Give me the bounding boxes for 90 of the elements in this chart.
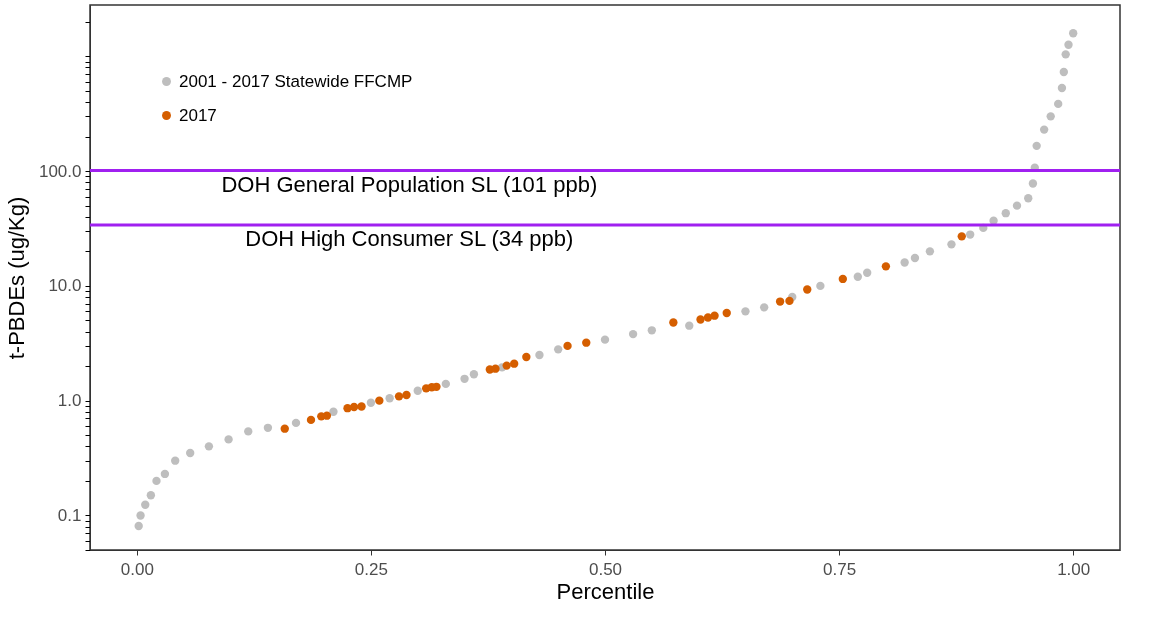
point bbox=[910, 253, 920, 263]
point bbox=[785, 296, 794, 306]
y-axis-title: t-PBDEs (ug/Kg) bbox=[3, 196, 29, 360]
y-tick-label: 10.0 bbox=[48, 276, 82, 296]
point bbox=[134, 521, 143, 531]
x-tick-label: 1.00 bbox=[1057, 559, 1091, 579]
point bbox=[204, 442, 214, 451]
point bbox=[816, 281, 825, 291]
point bbox=[1024, 194, 1033, 203]
x-tick-label: 0.25 bbox=[354, 559, 388, 579]
point bbox=[141, 500, 150, 509]
point bbox=[554, 345, 563, 354]
y-tick-label: 100.0 bbox=[38, 161, 82, 181]
point bbox=[171, 456, 180, 465]
point bbox=[441, 379, 450, 389]
point bbox=[900, 258, 909, 267]
point bbox=[469, 370, 479, 379]
point bbox=[582, 338, 591, 347]
point bbox=[385, 394, 394, 403]
legend-label: 2017 bbox=[179, 105, 217, 125]
point bbox=[741, 307, 750, 316]
point bbox=[1061, 50, 1070, 59]
ref-line-label: DOH General Population SL (101 ppb) bbox=[221, 171, 598, 197]
point bbox=[322, 411, 332, 420]
point bbox=[1012, 201, 1022, 210]
point bbox=[1046, 112, 1055, 121]
y-tick-label: 1.0 bbox=[57, 391, 82, 411]
point bbox=[600, 335, 610, 344]
point bbox=[863, 268, 872, 277]
point bbox=[703, 313, 713, 322]
point bbox=[1032, 141, 1041, 151]
point bbox=[1039, 125, 1049, 134]
point bbox=[413, 386, 422, 395]
point bbox=[925, 247, 935, 256]
point bbox=[966, 230, 975, 239]
point bbox=[394, 392, 404, 401]
point bbox=[432, 382, 441, 391]
point bbox=[1059, 67, 1068, 77]
point bbox=[669, 318, 678, 327]
point bbox=[306, 415, 316, 425]
point bbox=[685, 321, 694, 330]
point bbox=[244, 427, 253, 436]
point bbox=[760, 303, 769, 312]
point bbox=[1064, 40, 1073, 49]
point bbox=[535, 350, 544, 360]
point bbox=[1054, 99, 1063, 109]
point bbox=[1001, 209, 1010, 218]
point bbox=[881, 262, 891, 271]
point bbox=[710, 311, 719, 320]
point bbox=[838, 274, 848, 284]
point bbox=[402, 390, 411, 400]
point bbox=[152, 476, 161, 486]
x-tick-label: 0.50 bbox=[588, 559, 623, 579]
point bbox=[509, 359, 519, 368]
x-tick-label: 0.00 bbox=[120, 559, 154, 579]
point bbox=[1057, 83, 1067, 93]
point bbox=[375, 396, 384, 405]
point bbox=[491, 364, 500, 373]
point bbox=[563, 341, 572, 351]
y-tick-label: 0.1 bbox=[57, 505, 82, 525]
point bbox=[136, 511, 145, 520]
ref-line-label: DOH High Consumer SL (34 ppb) bbox=[245, 225, 574, 251]
point bbox=[1028, 179, 1038, 188]
x-axis-title: Percentile bbox=[556, 578, 655, 604]
point bbox=[160, 469, 170, 479]
point bbox=[696, 315, 705, 324]
point bbox=[1069, 29, 1078, 38]
point bbox=[349, 402, 359, 412]
x-tick-label: 0.75 bbox=[823, 559, 857, 579]
point bbox=[329, 407, 338, 416]
point bbox=[146, 491, 156, 500]
point bbox=[628, 329, 638, 339]
point bbox=[722, 308, 731, 318]
point bbox=[357, 402, 366, 411]
point bbox=[291, 418, 301, 428]
point bbox=[803, 285, 812, 294]
point bbox=[280, 424, 289, 433]
point bbox=[853, 272, 862, 281]
point bbox=[366, 398, 376, 407]
point bbox=[224, 435, 233, 444]
point bbox=[186, 448, 195, 458]
point bbox=[502, 361, 511, 370]
point bbox=[263, 423, 273, 432]
point bbox=[957, 232, 966, 241]
point bbox=[647, 326, 656, 335]
point bbox=[947, 240, 956, 249]
legend-label: 2001 - 2017 Statewide FFCMP bbox=[179, 71, 413, 91]
point bbox=[460, 374, 469, 383]
point bbox=[522, 352, 531, 362]
point bbox=[775, 297, 785, 306]
